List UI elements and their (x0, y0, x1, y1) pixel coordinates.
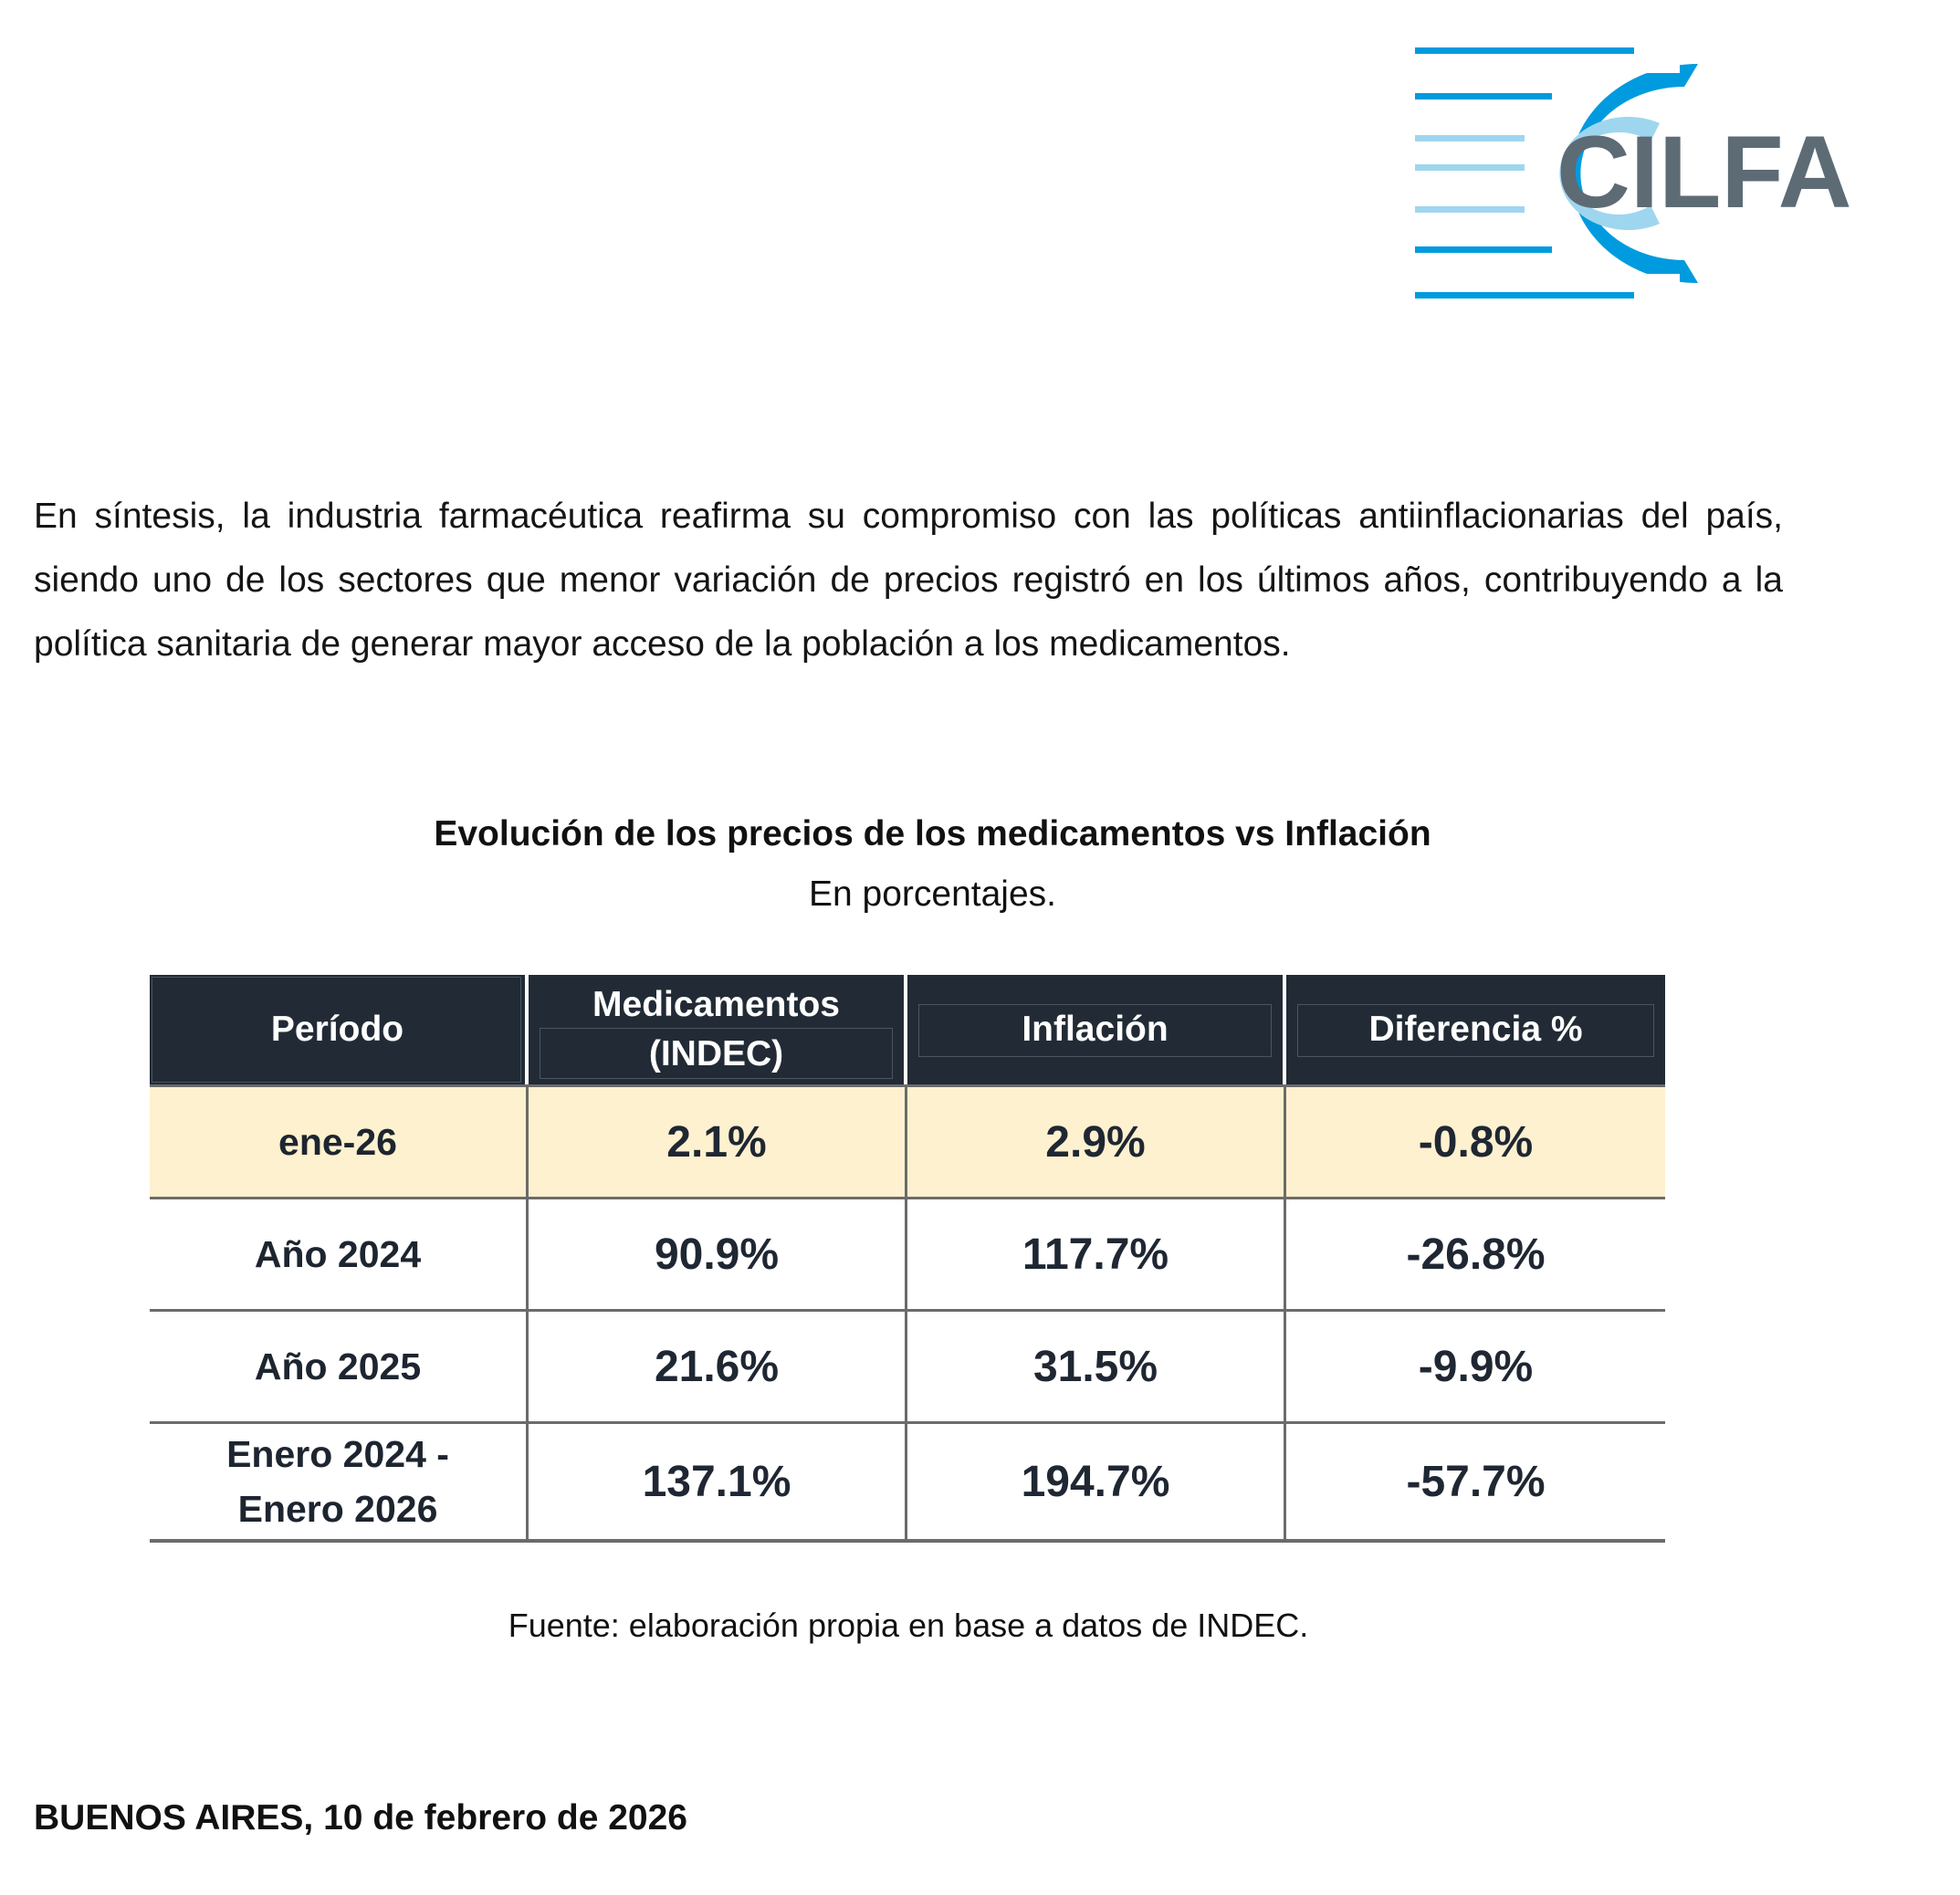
cell-difference: -26.8% (1406, 1230, 1546, 1279)
cell-inflation: 194.7% (907, 1424, 1286, 1539)
table-row: Enero 2024 - Enero 2026 137.1% 194.7% -5… (150, 1421, 1665, 1543)
cell-period-multiline: Enero 2024 - Enero 2026 (226, 1427, 449, 1536)
cell-period: ene-26 (150, 1087, 529, 1197)
table-row: Año 2025 21.6% 31.5% -9.9% (150, 1309, 1665, 1421)
cilfa-logo-graphic: CILFA (1415, 47, 1852, 298)
cell-difference: -57.7% (1406, 1457, 1546, 1506)
cell-inflation: 2.9% (907, 1087, 1286, 1197)
cell-period: Año 2024 (150, 1199, 529, 1309)
cilfa-logo: CILFA (1415, 27, 1890, 319)
cell-period-line2: Enero 2026 (237, 1488, 438, 1530)
cell-medicines: 137.1% (529, 1424, 907, 1539)
cell-period-line1: Enero 2024 - (226, 1433, 449, 1475)
cell-medicines: 2.1% (529, 1087, 907, 1197)
header-inflation-label: Inflación (1022, 1010, 1169, 1049)
cell-medicines: 21.6% (529, 1312, 907, 1421)
table-row: ene-26 2.1% 2.9% -0.8% (150, 1084, 1665, 1197)
table-subtitle: En porcentajes. (808, 874, 1056, 914)
header-difference-label: Diferencia % (1368, 1010, 1583, 1049)
header-difference: Diferencia % (1286, 975, 1665, 1084)
header-period: Período (150, 975, 529, 1084)
cell-difference: -9.9% (1418, 1342, 1534, 1391)
source-note: Fuente: elaboración propia en base a dat… (508, 1607, 1309, 1644)
table-row: Año 2024 90.9% 117.7% -26.8% (150, 1197, 1665, 1309)
table-header-row: Período Medicamentos (INDEC) Inflación D… (150, 975, 1665, 1084)
header-medicines-label: Medicamentos (INDEC) (592, 980, 840, 1079)
footer-date: BUENOS AIRES, 10 de febrero de 2026 (34, 1798, 687, 1837)
header-medicines: Medicamentos (INDEC) (529, 975, 907, 1084)
cell-inflation: 117.7% (907, 1199, 1286, 1309)
header-inflation: Inflación (907, 975, 1286, 1084)
header-period-label: Período (270, 1010, 404, 1049)
cell-difference: -0.8% (1418, 1117, 1534, 1167)
header-medicines-line2: (INDEC) (648, 1034, 784, 1073)
cilfa-logo-text: CILFA (1556, 115, 1852, 229)
intro-paragraph: En síntesis, la industria farmacéutica r… (34, 497, 1783, 664)
cell-inflation: 31.5% (907, 1312, 1286, 1421)
price-evolution-table: Período Medicamentos (INDEC) Inflación D… (150, 975, 1665, 1543)
cell-period: Año 2025 (150, 1312, 529, 1421)
table-title: Evolución de los precios de los medicame… (434, 814, 1431, 853)
cell-medicines: 90.9% (529, 1199, 907, 1309)
header-medicines-line1: Medicamentos (592, 985, 840, 1024)
cell-period: Enero 2024 - Enero 2026 (150, 1424, 529, 1539)
